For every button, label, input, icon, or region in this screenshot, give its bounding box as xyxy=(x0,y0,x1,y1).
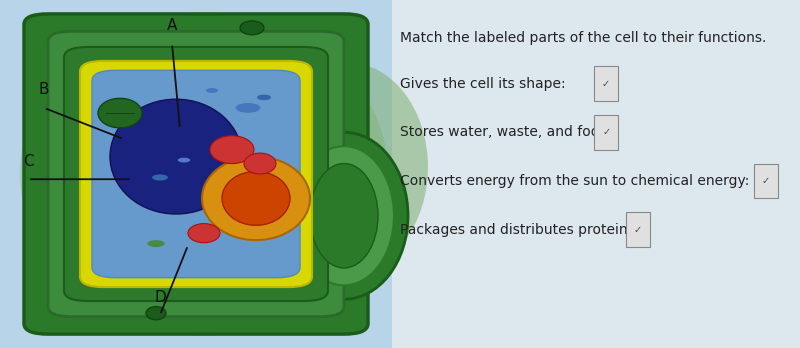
Text: Match the labeled parts of the cell to their functions.: Match the labeled parts of the cell to t… xyxy=(400,31,766,45)
Ellipse shape xyxy=(222,172,290,226)
Text: ✓: ✓ xyxy=(602,79,610,88)
FancyBboxPatch shape xyxy=(24,14,368,334)
Ellipse shape xyxy=(236,103,260,113)
Ellipse shape xyxy=(240,21,264,35)
Text: A: A xyxy=(167,18,177,33)
Text: ✓: ✓ xyxy=(762,176,770,186)
Ellipse shape xyxy=(206,88,218,93)
Text: ✓: ✓ xyxy=(602,127,610,137)
Text: B: B xyxy=(38,82,50,97)
FancyBboxPatch shape xyxy=(80,61,312,287)
Ellipse shape xyxy=(202,157,310,240)
Text: ✓: ✓ xyxy=(634,225,642,235)
FancyBboxPatch shape xyxy=(594,66,618,101)
FancyBboxPatch shape xyxy=(48,31,344,317)
Ellipse shape xyxy=(146,307,166,320)
FancyBboxPatch shape xyxy=(92,70,300,278)
Ellipse shape xyxy=(280,132,408,299)
FancyBboxPatch shape xyxy=(754,164,778,198)
Ellipse shape xyxy=(147,240,165,247)
Ellipse shape xyxy=(188,224,220,243)
Ellipse shape xyxy=(210,136,254,164)
Text: Gives the cell its shape:: Gives the cell its shape: xyxy=(400,77,566,90)
Text: Stores water, waste, and food:: Stores water, waste, and food: xyxy=(400,125,613,139)
Ellipse shape xyxy=(310,164,378,268)
Ellipse shape xyxy=(20,12,388,336)
FancyBboxPatch shape xyxy=(64,47,328,301)
Text: C: C xyxy=(22,154,34,169)
Text: D: D xyxy=(154,290,166,304)
FancyBboxPatch shape xyxy=(594,115,618,150)
Ellipse shape xyxy=(98,98,142,128)
Ellipse shape xyxy=(257,95,271,100)
Bar xyxy=(392,0,800,348)
Ellipse shape xyxy=(268,63,428,271)
Ellipse shape xyxy=(244,153,276,174)
Ellipse shape xyxy=(110,99,242,214)
FancyBboxPatch shape xyxy=(626,212,650,247)
Ellipse shape xyxy=(152,174,168,181)
Text: Packages and distributes proteins:: Packages and distributes proteins: xyxy=(400,223,639,237)
Ellipse shape xyxy=(178,158,190,163)
Text: Converts energy from the sun to chemical energy:: Converts energy from the sun to chemical… xyxy=(400,174,750,188)
Ellipse shape xyxy=(294,146,394,285)
